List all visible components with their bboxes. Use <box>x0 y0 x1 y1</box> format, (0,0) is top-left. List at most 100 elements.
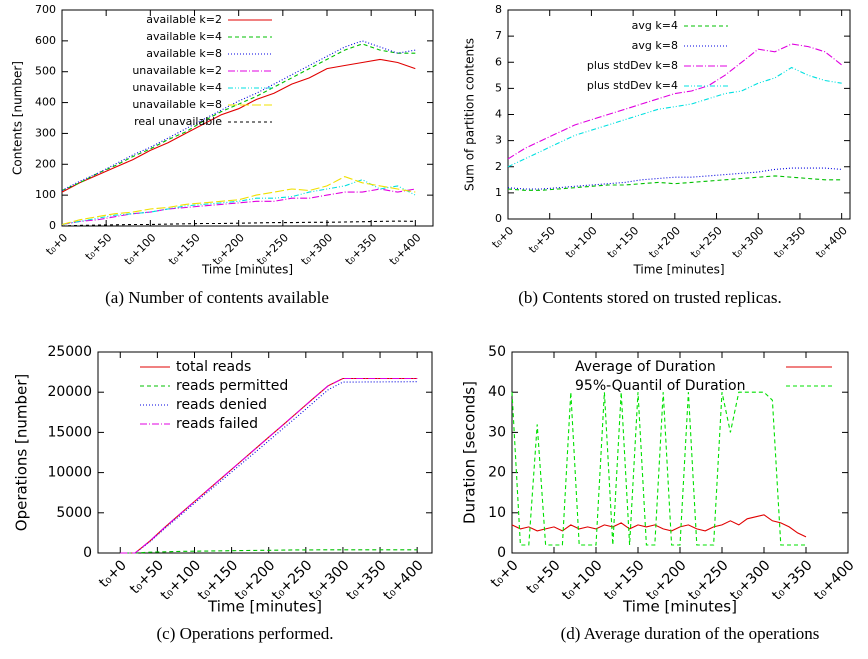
y-tick-label: 40 <box>488 384 506 400</box>
x-tick-label: t₀+100 <box>122 231 159 268</box>
legend-label: available k=2 <box>146 13 222 26</box>
y-tick-label: 15000 <box>47 424 92 440</box>
series-line <box>61 40 416 191</box>
y-tick-label: 0 <box>497 545 506 561</box>
x-tick-label: t₀+50 <box>526 224 558 256</box>
y-tick-label: 10000 <box>47 465 92 481</box>
y-tick-label: 2 <box>495 160 502 173</box>
y-axis-label: Duration [seconds] <box>461 381 479 524</box>
legend-label: avg k=4 <box>632 19 678 32</box>
series-line <box>61 220 416 227</box>
series-line <box>120 377 418 554</box>
caption: (c) Operations performed. <box>156 624 333 643</box>
legend-label: plus stdDev k=4 <box>587 79 678 92</box>
legend-label: unavailable k=2 <box>132 64 222 77</box>
y-tick-label: 300 <box>35 126 56 139</box>
x-tick-label: t₀+350 <box>343 231 380 268</box>
legend-label: reads permitted <box>176 378 288 394</box>
x-axis-label: Time [minutes] <box>622 598 737 616</box>
y-tick-label: 200 <box>35 157 56 170</box>
y-tick-label: 20 <box>488 465 506 481</box>
series-line <box>120 381 418 554</box>
x-tick-label: t₀+50 <box>83 231 115 263</box>
series-line <box>511 391 806 546</box>
x-tick-label: t₀+400 <box>813 224 850 261</box>
series-line <box>507 43 843 160</box>
series-line <box>511 514 807 538</box>
legend-label: reads denied <box>176 397 267 413</box>
y-tick-label: 6 <box>495 55 502 68</box>
chart-panel: 0 1 2 3 4 5 6 7 8 t₀+0 t₀+50 t₀+100 t₀+150 t₀+200 t₀+2… <box>463 3 851 307</box>
x-tick-label: t₀+100 <box>158 557 204 603</box>
x-axis-label: Time [minutes] <box>632 263 724 277</box>
y-tick-label: 0 <box>495 212 502 225</box>
legend-label: 95%-Quantil of Duration <box>575 378 746 394</box>
x-tick-label: t₀+0 <box>489 224 516 251</box>
plot-frame <box>97 351 433 554</box>
y-tick-label: 700 <box>35 3 56 16</box>
x-tick-label: t₀+300 <box>299 231 336 268</box>
legend-label: unavailable k=8 <box>132 98 222 111</box>
series-line <box>61 176 416 226</box>
x-axis-label: Time [minutes] <box>201 263 293 277</box>
y-tick-label: 0 <box>83 545 92 561</box>
x-tick-label: t₀+50 <box>524 557 564 597</box>
y-axis-label: Contents [number] <box>11 61 25 175</box>
y-tick-label: 600 <box>35 34 56 47</box>
y-tick-label: 3 <box>495 134 502 147</box>
y-tick-label: 10 <box>488 505 506 521</box>
x-tick-label: t₀+400 <box>811 557 857 603</box>
series-line <box>120 549 418 554</box>
x-tick-label: t₀+400 <box>387 231 424 268</box>
y-tick-label: 5 <box>495 81 502 94</box>
legend-label: avg k=8 <box>632 39 678 52</box>
legend-label: plus stdDev k=8 <box>587 59 678 72</box>
series-line <box>61 179 416 226</box>
y-tick-label: 30 <box>488 424 506 440</box>
y-tick-label: 8 <box>495 3 502 16</box>
y-tick-label: 0 <box>49 219 56 232</box>
legend-label: Average of Duration <box>575 359 716 375</box>
y-axis-label: Sum of partition contents <box>463 38 477 191</box>
x-tick-label: t₀+100 <box>559 557 605 603</box>
series-line <box>61 43 416 192</box>
y-tick-label: 50 <box>488 344 506 360</box>
x-tick-label: t₀+350 <box>343 557 389 603</box>
plot-frame <box>61 9 434 227</box>
legend-label: reads failed <box>176 416 258 432</box>
caption: (a) Number of contents available <box>105 288 329 307</box>
series-line <box>507 167 842 190</box>
y-tick-label: 5000 <box>56 505 92 521</box>
y-tick-label: 4 <box>495 108 502 121</box>
legend-label: total reads <box>176 359 251 375</box>
x-tick-label: t₀+300 <box>730 224 767 261</box>
y-tick-label: 500 <box>35 65 56 78</box>
y-axis-label: Operations [number] <box>13 374 31 531</box>
x-tick-label: t₀+0 <box>96 557 130 591</box>
x-tick-label: t₀+250 <box>688 224 725 261</box>
y-tick-label: 7 <box>495 29 502 42</box>
caption: (b) Contents stored on trusted replicas. <box>518 288 781 307</box>
x-tick-label: t₀+350 <box>769 557 815 603</box>
y-tick-label: 20000 <box>47 384 92 400</box>
legend-label: available k=8 <box>146 47 222 60</box>
legend-label: available k=4 <box>146 30 222 43</box>
x-tick-label: t₀+150 <box>166 231 203 268</box>
x-tick-label: t₀+150 <box>605 224 642 261</box>
series-line <box>61 58 416 193</box>
y-tick-label: 25000 <box>47 344 92 360</box>
y-tick-label: 400 <box>35 96 56 109</box>
legend-label: unavailable k=4 <box>132 81 222 94</box>
x-tick-label: t₀+200 <box>646 224 683 261</box>
legend-label: real unavailable <box>134 115 222 128</box>
series-line <box>507 175 842 191</box>
x-tick-label: t₀+0 <box>488 557 522 591</box>
x-tick-label: t₀+0 <box>43 231 70 258</box>
y-tick-label: 1 <box>495 186 502 199</box>
x-tick-label: t₀+350 <box>771 224 808 261</box>
series-line <box>61 188 416 226</box>
y-tick-label: 100 <box>35 188 56 201</box>
